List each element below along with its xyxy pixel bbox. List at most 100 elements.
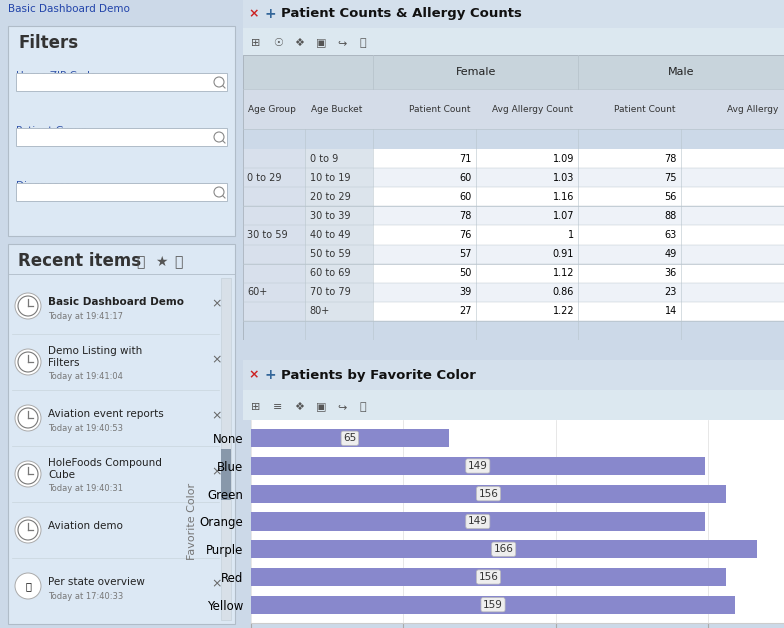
Text: ≡: ≡	[273, 402, 282, 412]
Bar	[305, 187, 373, 207]
Bar	[251, 568, 726, 586]
Bar	[8, 26, 235, 236]
Text: 159: 159	[483, 600, 503, 610]
Text: 60+: 60+	[247, 287, 267, 297]
Text: 80+: 80+	[310, 306, 330, 317]
Text: 65: 65	[343, 433, 357, 443]
Text: Today at 19:41:17: Today at 19:41:17	[48, 312, 123, 321]
Text: ⊞: ⊞	[251, 38, 260, 48]
Text: 1.03: 1.03	[553, 173, 574, 183]
Bar	[305, 207, 373, 225]
Text: 0 to 29: 0 to 29	[247, 173, 281, 183]
Text: ❖: ❖	[295, 38, 304, 48]
Text: 0.86: 0.86	[553, 287, 574, 297]
Circle shape	[15, 573, 41, 599]
Text: ⓘ: ⓘ	[136, 255, 144, 269]
Bar	[243, 390, 784, 420]
Text: Demo Listing with: Demo Listing with	[48, 346, 142, 356]
Circle shape	[15, 461, 41, 487]
Text: 1.07: 1.07	[553, 211, 574, 221]
Text: Recent items: Recent items	[18, 252, 141, 270]
Text: ×: ×	[249, 369, 259, 381]
Text: 1.22: 1.22	[553, 306, 574, 317]
Text: ❖: ❖	[295, 402, 304, 412]
Text: Patient Count: Patient Count	[615, 105, 676, 114]
Text: 23: 23	[665, 287, 677, 297]
Bar	[243, 55, 784, 89]
Text: 70 to 79: 70 to 79	[310, 287, 350, 297]
Text: 🏛: 🏛	[25, 581, 31, 591]
Text: ⊞: ⊞	[251, 402, 260, 412]
Text: 39: 39	[459, 287, 471, 297]
Text: ×: ×	[212, 298, 222, 310]
Text: 1.16: 1.16	[553, 192, 574, 202]
Bar	[243, 207, 784, 225]
Text: ×: ×	[249, 8, 259, 20]
Text: 20 to 29: 20 to 29	[310, 192, 350, 202]
Text: 30 to 39: 30 to 39	[310, 211, 350, 221]
Bar	[305, 264, 373, 283]
Text: 88: 88	[665, 211, 677, 221]
Text: ★: ★	[155, 255, 168, 269]
Text: Age Group: Age Group	[249, 105, 296, 114]
Text: 76: 76	[459, 230, 471, 240]
Text: 78: 78	[459, 211, 471, 221]
Text: 36: 36	[665, 268, 677, 278]
Text: 1.12: 1.12	[553, 268, 574, 278]
Text: Patient Count: Patient Count	[408, 105, 470, 114]
Text: Male: Male	[668, 67, 695, 77]
Text: Today at 17:40:33: Today at 17:40:33	[48, 592, 123, 601]
Bar	[243, 360, 784, 390]
Bar	[305, 244, 373, 264]
Text: 78: 78	[665, 154, 677, 164]
Text: 14: 14	[665, 306, 677, 317]
Text: 57: 57	[459, 249, 471, 259]
Bar	[243, 28, 784, 55]
Text: Home ZIP Code: Home ZIP Code	[16, 71, 96, 81]
Bar	[243, 244, 784, 264]
Text: 60: 60	[459, 192, 471, 202]
Circle shape	[15, 405, 41, 431]
Bar	[305, 225, 373, 244]
Text: Avg Allergy: Avg Allergy	[728, 105, 779, 114]
Text: ☉: ☉	[273, 38, 283, 48]
Text: 60 to 69: 60 to 69	[310, 268, 350, 278]
Bar	[305, 283, 373, 302]
Text: ×: ×	[212, 354, 222, 367]
Text: ×: ×	[212, 465, 222, 479]
Bar	[243, 302, 784, 321]
Bar	[251, 429, 449, 447]
Text: 63: 63	[665, 230, 677, 240]
Text: 149: 149	[468, 516, 488, 526]
Text: Aviation event reports: Aviation event reports	[48, 409, 164, 419]
Bar	[243, 283, 784, 302]
Text: ↪: ↪	[338, 38, 347, 48]
Text: 🔍: 🔍	[359, 38, 366, 48]
Text: 50 to 59: 50 to 59	[310, 249, 350, 259]
Text: Basic Dashboard Demo: Basic Dashboard Demo	[8, 4, 129, 14]
Text: Diagnoses: Diagnoses	[16, 181, 71, 191]
Text: 56: 56	[665, 192, 677, 202]
Text: ×: ×	[212, 409, 222, 423]
Text: Patient Group: Patient Group	[16, 126, 88, 136]
Bar	[221, 449, 231, 501]
Text: 75: 75	[664, 173, 677, 183]
Text: Today at 19:40:31: Today at 19:40:31	[48, 484, 123, 493]
Bar	[243, 0, 784, 28]
Bar	[16, 128, 227, 146]
Bar	[243, 187, 784, 207]
Text: 50: 50	[459, 268, 471, 278]
Text: 166: 166	[494, 544, 514, 555]
Text: 10 to 19: 10 to 19	[310, 173, 350, 183]
Text: 49: 49	[665, 249, 677, 259]
Circle shape	[15, 293, 41, 319]
Bar	[16, 73, 227, 91]
Text: Age Bucket: Age Bucket	[310, 105, 362, 114]
Text: 71: 71	[459, 154, 471, 164]
Bar	[251, 540, 757, 558]
Text: Filters: Filters	[48, 358, 79, 368]
Circle shape	[15, 517, 41, 543]
Bar	[243, 168, 784, 187]
Text: ⌛: ⌛	[174, 255, 183, 269]
Bar	[8, 244, 235, 624]
